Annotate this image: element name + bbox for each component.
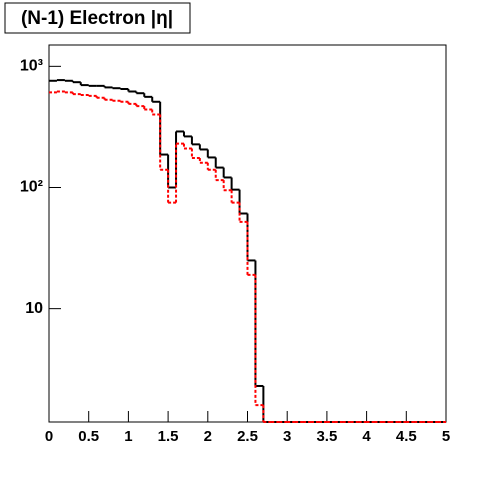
x-tick-label: 3.5	[316, 428, 337, 445]
x-tick-label: 3	[283, 428, 291, 445]
x-tick-label: 0.5	[78, 428, 99, 445]
x-tick-label: 0	[45, 428, 53, 445]
x-tick-label: 1	[124, 428, 132, 445]
x-tick-label: 2.5	[237, 428, 258, 445]
x-tick-label: 4.5	[396, 428, 417, 445]
y-tick-label: 10²	[20, 179, 43, 196]
title-box	[4, 2, 191, 34]
chart-title: (N-1) Electron |η|	[21, 8, 173, 29]
y-tick-label: 10³	[20, 58, 43, 75]
x-tick-label: 1.5	[158, 428, 179, 445]
x-tick-label: 4	[362, 428, 371, 445]
x-tick-label: 2	[204, 428, 212, 445]
y-tick-label: 10	[25, 300, 43, 317]
x-tick-label: 5	[442, 428, 450, 445]
